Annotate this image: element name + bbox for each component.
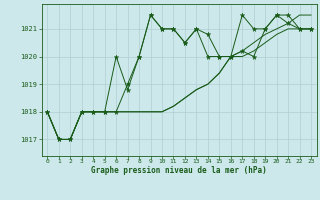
X-axis label: Graphe pression niveau de la mer (hPa): Graphe pression niveau de la mer (hPa) <box>91 166 267 175</box>
